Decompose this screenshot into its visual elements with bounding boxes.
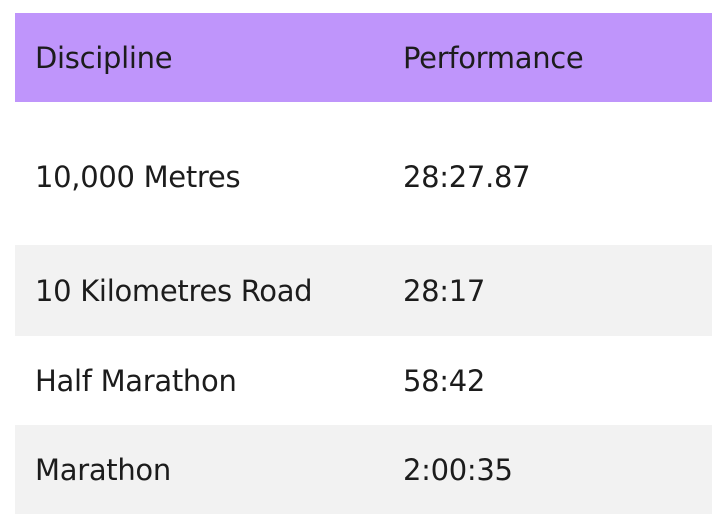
performance-cell: 58:42 <box>403 363 486 398</box>
table-row: 10,000 Metres 28:27.87 <box>15 102 712 245</box>
table-row: 10 Kilometres Road 28:17 <box>15 245 712 336</box>
performance-cell: 2:00:35 <box>403 452 513 487</box>
table-header-row: Discipline Performance <box>15 13 712 102</box>
table-row: Half Marathon 58:42 <box>15 336 712 425</box>
results-table: Discipline Performance 10,000 Metres 28:… <box>15 13 712 514</box>
performance-cell: 28:27.87 <box>403 159 531 194</box>
performance-cell: 28:17 <box>403 273 486 308</box>
discipline-cell: 10,000 Metres <box>35 159 241 194</box>
discipline-cell: Marathon <box>35 452 171 487</box>
table-row: Marathon 2:00:35 <box>15 425 712 514</box>
column-header-discipline: Discipline <box>35 40 173 75</box>
discipline-cell: Half Marathon <box>35 363 237 398</box>
discipline-cell: 10 Kilometres Road <box>35 273 313 308</box>
column-header-performance: Performance <box>403 40 584 75</box>
